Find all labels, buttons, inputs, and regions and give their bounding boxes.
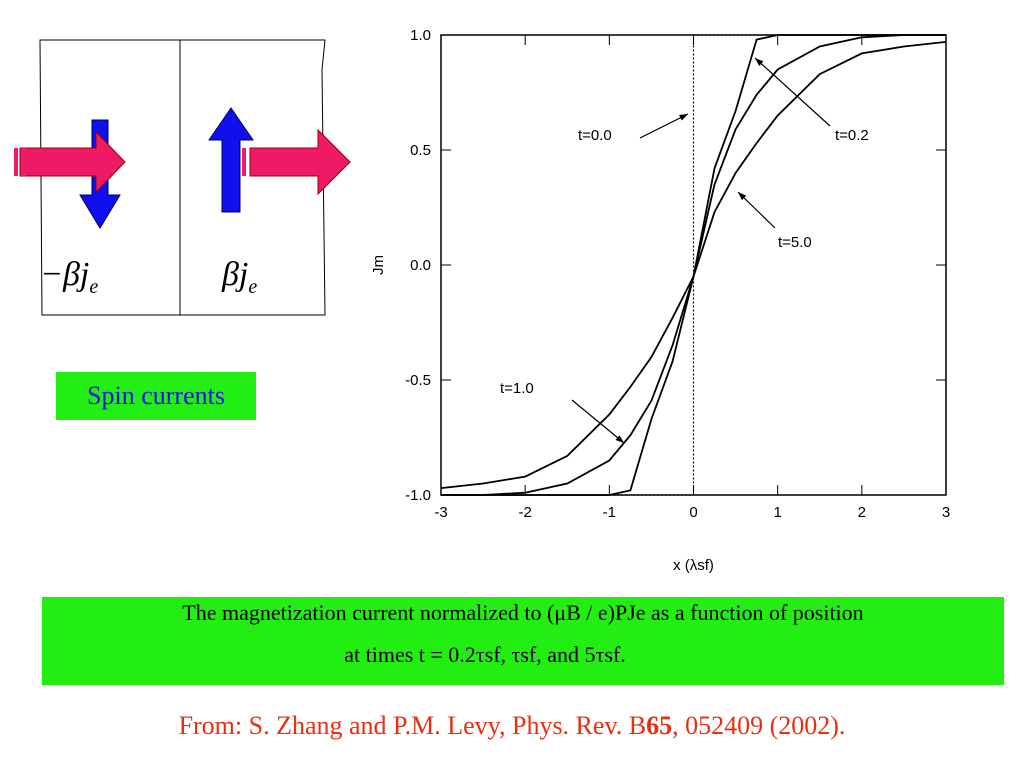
annotation-arrow [571, 399, 625, 444]
y-tick-label: -0.5 [405, 372, 431, 389]
citation-volume: 65 [646, 711, 672, 740]
left-label: −βje [40, 256, 98, 298]
arrow-tail [22, 148, 26, 176]
arrow-tail [14, 148, 18, 176]
annotation-arrow [754, 57, 831, 127]
arrow-head [738, 192, 747, 201]
caption-line: The magnetization current normalized to … [182, 600, 863, 625]
x-tick-label: 3 [942, 504, 950, 521]
annotation: t=1.0 [500, 380, 534, 397]
annotation: t=0.2 [835, 127, 869, 144]
label-subscript: e [248, 276, 257, 298]
caption-bg [42, 597, 1004, 685]
curve [440, 41, 947, 489]
x-tick-label: -1 [603, 504, 616, 521]
x-tick-label: 1 [773, 504, 781, 521]
x-tick-label: -2 [518, 504, 531, 521]
right-label: βje [221, 256, 257, 298]
y-tick-label: -1.0 [405, 487, 431, 504]
citation-text: From: S. Zhang and P.M. Levy, Phys. Rev.… [179, 711, 647, 740]
arrow-head [615, 435, 624, 443]
current-arrow [19, 130, 126, 194]
x-tick-label: -3 [434, 504, 447, 521]
citation-text: , 052409 (2002). [672, 711, 845, 740]
arrow-head [679, 114, 688, 121]
badge: Spin currents [87, 381, 225, 410]
annotation: t=0.0 [578, 127, 612, 144]
x-tick-label: 0 [689, 504, 697, 521]
badge-bg [56, 372, 256, 420]
curve [441, 34, 946, 496]
chart: -1.0 -0.5 0.0 0.5 1.0 -3 -2 -1 0 1 2 3 x (λsf) Jm t=0.… [370, 27, 950, 574]
y-axis-label: Jm [370, 255, 387, 275]
box [39, 39, 326, 316]
caption-line: at times t = 0.2τsf, τsf, and 5τsf. [344, 642, 626, 667]
annotation: t=5.0 [778, 234, 812, 251]
arrow-head [755, 58, 764, 66]
arrow-tail [242, 148, 246, 176]
label-symbol: βj [221, 256, 248, 293]
diagram: −βje βje Spin currents [14, 39, 351, 420]
annotation-arrow [639, 113, 689, 139]
y-tick-label: 0.0 [410, 257, 431, 274]
current-arrow [249, 128, 351, 196]
y-tick-label: 0.5 [410, 142, 431, 159]
annotation-arrow [737, 191, 776, 229]
y-tick-label: 1.0 [410, 27, 431, 44]
citation: From: S. Zhang and P.M. Levy, Phys. Rev.… [179, 711, 846, 740]
spin-up-arrow [208, 107, 254, 213]
label-subscript: e [89, 276, 98, 298]
label-symbol: −βj [40, 256, 89, 293]
x-axis-label: x (λsf) [673, 557, 714, 574]
x-tick-label: 2 [858, 504, 866, 521]
